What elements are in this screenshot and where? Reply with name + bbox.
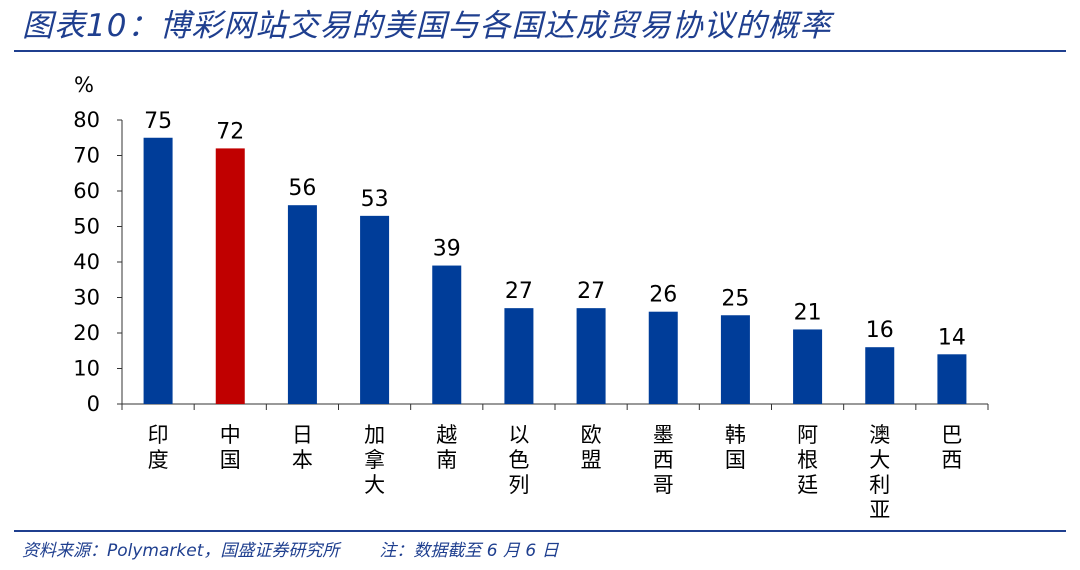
x-tick-label: 中国: [220, 423, 241, 472]
footer-divider: [14, 530, 1066, 532]
bar: [937, 354, 967, 404]
x-tick-label: 印度: [148, 423, 169, 472]
y-tick-label: 50: [73, 215, 100, 239]
data-label: 16: [866, 318, 894, 343]
data-label: 14: [938, 325, 966, 350]
x-tick-label: 阿根廷: [797, 423, 818, 497]
bar: [576, 308, 606, 404]
y-tick-label: 0: [87, 392, 100, 416]
y-tick-label: 30: [73, 286, 100, 310]
y-tick-label: 20: [73, 321, 100, 345]
data-label: 75: [144, 109, 172, 134]
bar: [720, 315, 750, 404]
data-label: 21: [794, 300, 822, 325]
y-tick-label: 70: [73, 144, 100, 168]
y-tick-label: 40: [73, 250, 100, 274]
bar: [432, 265, 462, 404]
data-label: 72: [216, 119, 244, 144]
source-note: 资料来源：Polymarket，国盛证券研究所: [22, 541, 340, 561]
data-label: 25: [721, 286, 749, 311]
bar: [865, 347, 895, 404]
data-label: 27: [577, 279, 605, 304]
bar: [793, 329, 823, 404]
bar-chart: 0 10 20 30 40 50 60 70 80% 75 印度 72 中国 56 日本 53 加拿大 39 越南 2…: [73, 73, 989, 522]
bar: [360, 215, 390, 404]
x-tick-label: 韩国: [725, 423, 746, 472]
y-tick-label: 80: [73, 108, 100, 132]
data-date-note: 注：数据截至 6 月 6 日: [379, 541, 559, 561]
bar: [143, 137, 173, 404]
bar: [648, 311, 678, 404]
x-tick-label: 越南: [436, 423, 457, 472]
x-tick-label: 加拿大: [364, 423, 385, 497]
x-tick-label: 日本: [292, 423, 313, 472]
data-label: 56: [288, 176, 316, 201]
y-tick-label: 60: [73, 179, 100, 203]
bar: [215, 148, 245, 404]
title-divider: [14, 50, 1066, 52]
bar: [287, 205, 317, 404]
y-unit-label: %: [74, 73, 94, 97]
x-tick-label: 以色列: [508, 423, 529, 497]
data-label: 26: [649, 283, 677, 308]
x-tick-label: 澳大利亚: [869, 423, 890, 522]
y-tick-label: 10: [73, 357, 100, 381]
bar: [504, 308, 534, 404]
data-label: 39: [433, 237, 461, 262]
x-tick-label: 墨西哥: [653, 423, 674, 497]
data-label: 27: [505, 279, 533, 304]
x-tick-label: 巴西: [941, 423, 962, 472]
data-label: 53: [361, 187, 389, 212]
x-tick-label: 欧盟: [581, 423, 602, 472]
footer: 资料来源：Polymarket，国盛证券研究所 注：数据截至 6 月 6 日: [22, 536, 559, 561]
page-title: 图表10：博彩网站交易的美国与各国达成贸易协议的概率: [22, 8, 832, 44]
